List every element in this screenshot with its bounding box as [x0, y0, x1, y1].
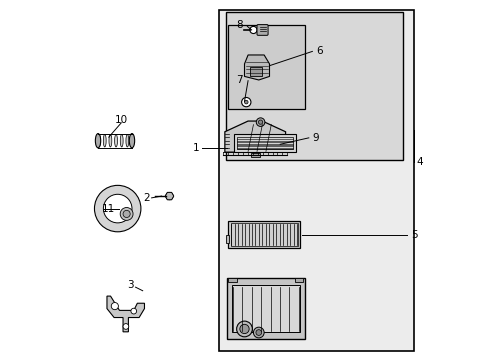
Circle shape [249, 26, 257, 33]
Circle shape [256, 118, 264, 126]
Bar [294, 278, 303, 282]
Text: 10: 10 [115, 115, 127, 125]
Bar [250, 153, 259, 157]
Text: 8: 8 [236, 19, 242, 30]
Ellipse shape [95, 134, 101, 148]
Text: 9: 9 [312, 133, 319, 143]
Text: 3: 3 [127, 280, 134, 291]
Polygon shape [244, 55, 269, 80]
Circle shape [94, 185, 141, 232]
Text: 11: 11 [102, 203, 115, 213]
Circle shape [241, 98, 250, 107]
Circle shape [258, 120, 262, 124]
Polygon shape [165, 192, 173, 200]
Bar [236, 137, 293, 149]
Ellipse shape [103, 134, 106, 147]
Circle shape [111, 302, 118, 310]
Polygon shape [107, 296, 144, 332]
Circle shape [253, 327, 264, 338]
Bar [233, 134, 296, 152]
Circle shape [103, 194, 132, 223]
Bar [219, 10, 413, 351]
Bar [231, 285, 299, 332]
Bar [228, 278, 237, 282]
Ellipse shape [129, 134, 134, 148]
FancyBboxPatch shape [257, 24, 267, 35]
Bar [225, 235, 229, 243]
Text: 2: 2 [143, 193, 150, 203]
Circle shape [120, 207, 133, 220]
Ellipse shape [126, 134, 128, 147]
Circle shape [255, 330, 261, 336]
Bar [228, 24, 305, 109]
Ellipse shape [109, 134, 112, 147]
Ellipse shape [114, 134, 117, 147]
Text: 6: 6 [315, 46, 322, 57]
Text: 7: 7 [236, 75, 243, 85]
Circle shape [123, 210, 130, 217]
Bar [225, 12, 402, 160]
Text: 5: 5 [410, 230, 417, 240]
Ellipse shape [120, 134, 123, 147]
Ellipse shape [98, 134, 101, 147]
Circle shape [236, 321, 252, 337]
Bar [230, 223, 297, 246]
Circle shape [131, 308, 136, 314]
Bar [228, 221, 299, 248]
Circle shape [244, 100, 247, 104]
Text: 4: 4 [415, 157, 422, 167]
Circle shape [123, 324, 128, 329]
Bar [249, 67, 262, 76]
Bar [226, 278, 305, 339]
Text: 1: 1 [193, 143, 199, 153]
Polygon shape [224, 121, 285, 152]
Circle shape [240, 324, 248, 334]
Circle shape [165, 193, 173, 200]
